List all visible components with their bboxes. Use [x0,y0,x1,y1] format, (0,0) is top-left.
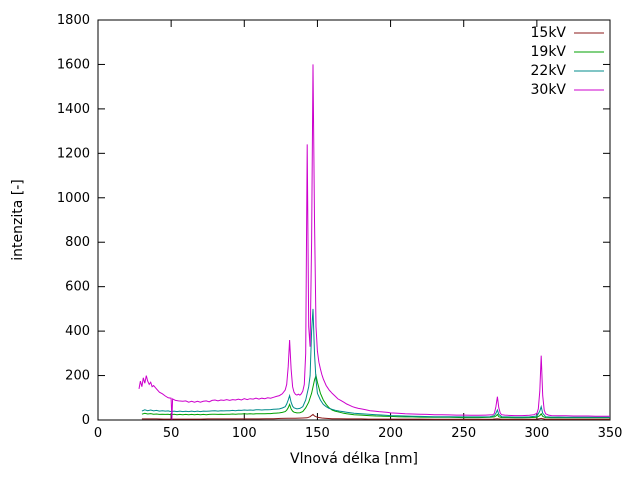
x-tick-label: 100 [232,426,257,441]
legend-label-19kV: 19kV [531,44,567,60]
y-tick-label: 1800 [57,13,90,28]
y-tick-label: 0 [82,413,90,428]
y-tick-label: 600 [65,280,90,295]
y-tick-label: 1400 [57,102,90,117]
x-tick-label: 150 [305,426,330,441]
y-tick-label: 800 [65,235,90,250]
y-tick-label: 1200 [57,146,90,161]
series-22kV [141,308,610,418]
series-30kV [138,64,610,420]
series-19kV [141,373,610,419]
y-tick-label: 1600 [57,57,90,72]
legend-label-22kV: 22kV [531,63,567,79]
y-axis-title: intenzita [-] [10,179,26,260]
x-tick-label: 300 [524,426,549,441]
series-15kV [141,413,610,420]
x-tick-label: 200 [378,426,403,441]
plot-border [97,19,611,421]
x-axis-title: Vlnová délka [nm] [290,451,418,467]
legend-label-15kV: 15kV [531,25,567,41]
x-tick-label: 250 [451,426,476,441]
x-tick-label: 0 [94,426,102,441]
y-tick-label: 200 [65,369,90,384]
legend-label-30kV: 30kV [531,82,567,98]
x-tick-label: 50 [163,426,180,441]
y-tick-label: 1000 [57,191,90,206]
y-tick-label: 400 [65,324,90,339]
x-tick-label: 350 [598,426,623,441]
